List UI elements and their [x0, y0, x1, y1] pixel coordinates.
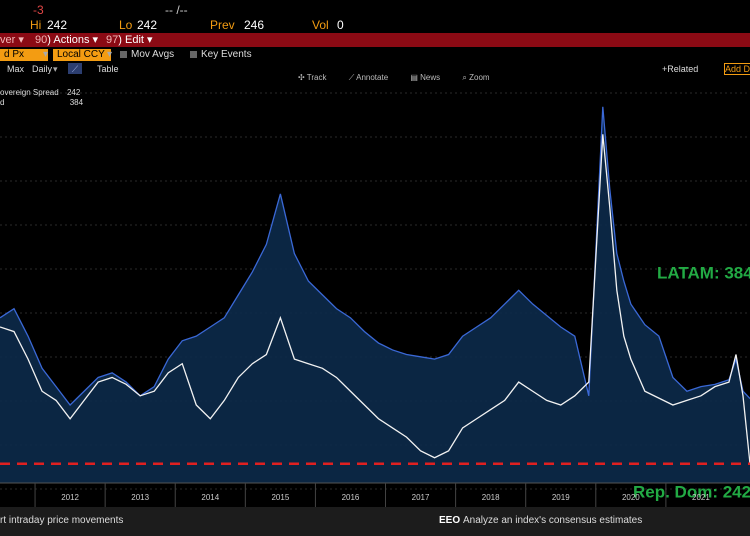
- chart-legend: overeign Spread 242 d 384: [0, 88, 83, 108]
- options-bar: d Px ▾ Local CCY ▾ Mov Avgs Key Events: [0, 48, 750, 63]
- x-tick-label: 2019: [552, 493, 570, 502]
- lo-value: 242: [137, 18, 158, 32]
- menu-bar: ver ▾ 90) Actions ▾ 97) Edit ▾: [0, 33, 750, 47]
- quote-bar: -3 -- /-- Hi 242 Lo 242 Prev 246 Vol 0: [0, 0, 750, 33]
- mov-avgs-label: Mov Avgs: [131, 49, 175, 60]
- vol-value: 0: [337, 18, 344, 32]
- footer-function-code[interactable]: EEO: [439, 515, 461, 526]
- table-button[interactable]: Table: [97, 64, 119, 74]
- line-chart: LATAM: 384 Rep. Dom: 242 2012 2013 2014 2015…: [0, 92, 750, 507]
- x-axis: 2012 2013 2014 2015 2016 2017 2018 2019 2020 2021: [0, 482, 750, 507]
- x-tick-label: 2014: [201, 493, 219, 502]
- footer-left-hint[interactable]: rt intraday price movements: [0, 515, 124, 526]
- currency-dropdown-icon[interactable]: ▾: [107, 49, 113, 60]
- actions-menu[interactable]: 90) Actions ▾: [35, 34, 99, 46]
- key-events-checkbox[interactable]: [190, 51, 197, 58]
- field-select[interactable]: d Px: [0, 49, 48, 61]
- series-line-rep-dom: [0, 134, 750, 464]
- x-tick-label: 2017: [412, 493, 430, 502]
- field-dropdown-icon[interactable]: ▾: [43, 49, 49, 60]
- x-tick-label: 2018: [482, 493, 500, 502]
- range-max[interactable]: Max: [7, 64, 25, 74]
- prev-value: 246: [244, 18, 265, 32]
- news-tool[interactable]: ▤ News: [410, 73, 441, 82]
- hi-value: 242: [47, 18, 68, 32]
- key-events-label: Key Events: [201, 49, 252, 60]
- x-tick-label: 2020: [622, 493, 640, 502]
- add-data-button[interactable]: Add D: [724, 63, 750, 75]
- freq-dropdown-icon[interactable]: ▾: [53, 64, 58, 74]
- vol-label: Vol: [312, 18, 329, 32]
- x-tick-label: 2013: [131, 493, 149, 502]
- x-tick-label: 2015: [271, 493, 289, 502]
- latam-annotation: LATAM: 384: [657, 264, 750, 283]
- x-tick-label: 2021: [692, 493, 710, 502]
- mov-avgs-checkbox[interactable]: [120, 51, 127, 58]
- series-line-latam: [0, 106, 750, 406]
- edit-menu[interactable]: 97) Edit ▾: [106, 34, 153, 46]
- chart-icon[interactable]: ⟋: [68, 63, 82, 74]
- related-data-button[interactable]: + Related Dat: [662, 64, 699, 86]
- x-tick-label: 2016: [342, 493, 360, 502]
- freq-daily[interactable]: Daily: [32, 64, 53, 74]
- footer-function-desc: Analyze an index's consensus estimates: [463, 515, 643, 526]
- menu-item-partial[interactable]: ver ▾: [0, 34, 24, 46]
- legend-row-rep-dom: overeign Spread 242: [0, 88, 81, 97]
- prev-label: Prev: [210, 18, 235, 32]
- hi-label: Hi: [30, 18, 42, 32]
- series-lines: [0, 106, 750, 464]
- zoom-tool[interactable]: ⌕ Zoom: [462, 73, 490, 82]
- series-area-fill: [0, 106, 750, 483]
- footer-bar: rt intraday price movements EEO Analyze …: [0, 507, 750, 536]
- chart-annotations: LATAM: 384 Rep. Dom: 242: [0, 264, 750, 502]
- annotate-tool[interactable]: ⟋ Annotate: [348, 73, 389, 82]
- rep-dom-annotation: Rep. Dom: 242: [633, 483, 750, 502]
- quote-time: -- /--: [165, 3, 188, 17]
- chart-area: LATAM: 384 Rep. Dom: 242 2012 2013 2014 2015…: [0, 75, 750, 507]
- change-value: -3: [33, 3, 44, 17]
- lo-label: Lo: [119, 18, 133, 32]
- track-tool[interactable]: ✣ Track: [298, 73, 327, 82]
- chart-toolbar: ✣ Track ⟋ Annotate ▤ News ⌕ Zoom: [298, 73, 510, 83]
- currency-select[interactable]: Local CCY: [53, 49, 111, 61]
- legend-row-latam: d 384: [0, 98, 84, 107]
- series-fills: [0, 106, 750, 483]
- x-tick-label: 2012: [61, 493, 79, 502]
